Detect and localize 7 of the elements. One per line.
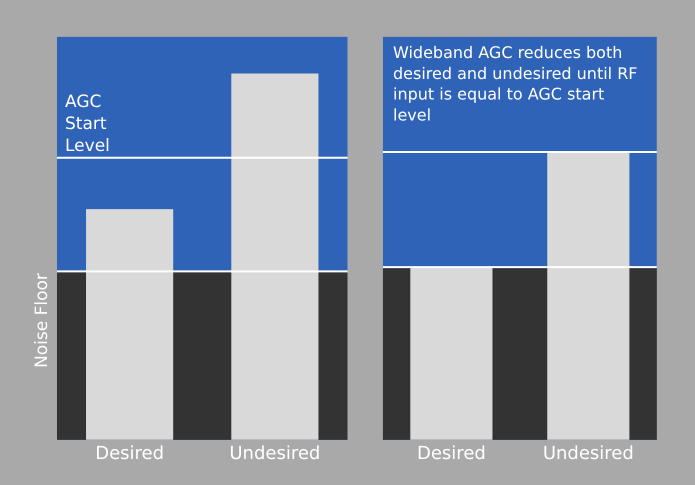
x-tick-label: Undesired — [542, 442, 634, 464]
x-tick-label: Desired — [416, 442, 486, 464]
text: Wideband AGC reduces both desired and undesired until RF input is equal to AGC start level — [393, 43, 638, 124]
x-tick-label: Undesired — [229, 442, 320, 464]
ref-line-label: AGC Start Level — [65, 92, 110, 156]
ref-line-label: Noise Floor — [32, 273, 52, 368]
x-tick-label: Desired — [95, 442, 164, 464]
